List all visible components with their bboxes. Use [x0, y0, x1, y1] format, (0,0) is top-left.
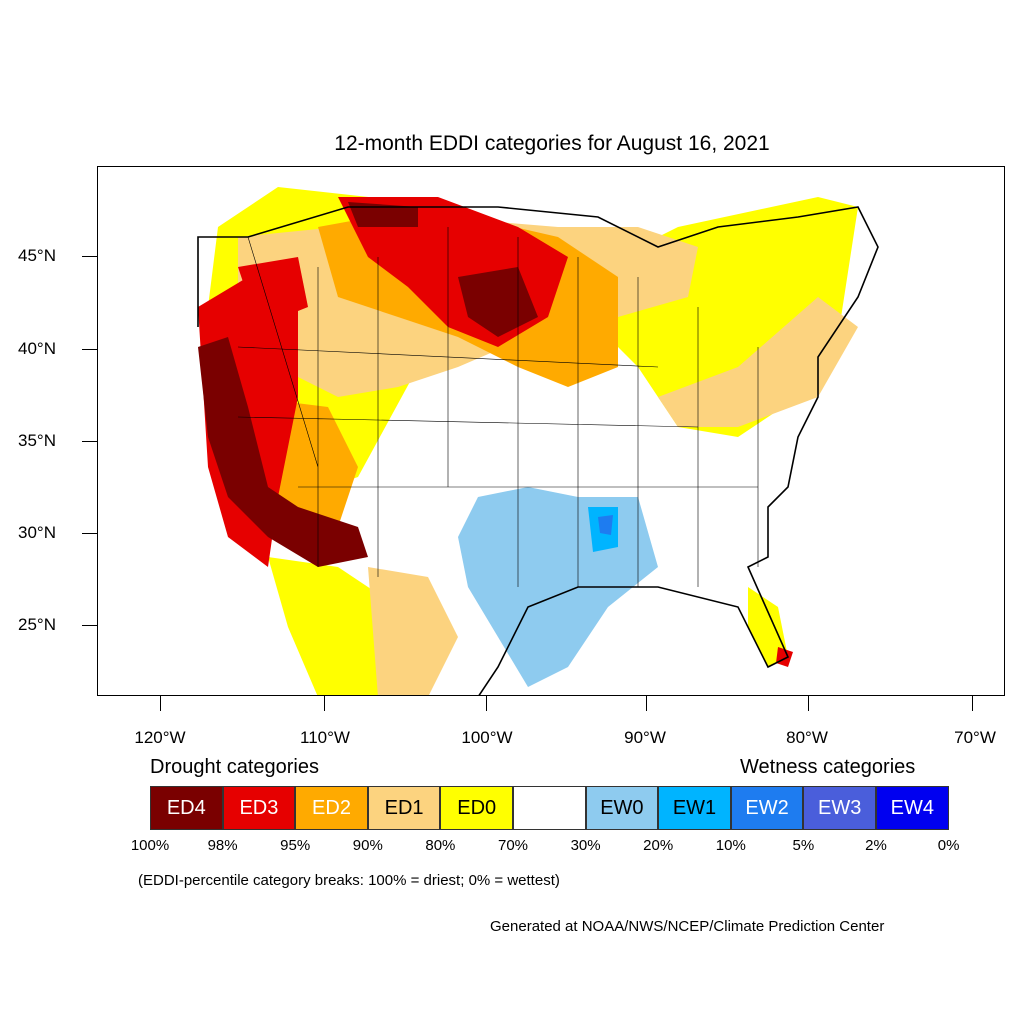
legend-swatch-normal: [513, 786, 586, 830]
legend-swatch-ed3: ED3: [222, 786, 296, 830]
legend-swatch-ew1: EW1: [658, 786, 731, 830]
credit-line: Generated at NOAA/NWS/NCEP/Climate Predi…: [490, 918, 885, 935]
legend-break-label: 98%: [207, 837, 238, 854]
category-note: (EDDI-percentile category breaks: 100% =…: [138, 872, 560, 889]
map-panel: [97, 166, 1005, 696]
legend-swatch-ew2: EW2: [730, 786, 804, 830]
drought-legend-title: Drought categories: [150, 756, 319, 778]
ed1-region-mexico: [368, 567, 458, 695]
lon-label-70: 70°W: [954, 728, 996, 747]
ew2-region-arkansas: [598, 515, 613, 535]
legend-swatch-ew0: EW0: [585, 786, 659, 830]
lon-tick-70: [972, 696, 973, 711]
legend-break-label: 80%: [425, 837, 456, 854]
legend-break-label: 2%: [865, 837, 887, 854]
legend-swatch-ew3: EW3: [803, 786, 876, 830]
state-borders: [237, 227, 759, 587]
lon-tick-100: [486, 696, 487, 711]
lon-label-120: 120°W: [134, 728, 186, 747]
lon-label-80: 80°W: [786, 728, 828, 747]
map-title: 12-month EDDI categories for August 16, …: [334, 132, 770, 155]
lon-tick-90: [646, 696, 647, 711]
ed3-region-florida: [776, 647, 793, 667]
legend-swatch-ew4: EW4: [876, 786, 949, 830]
lon-label-110: 110°W: [300, 728, 350, 747]
lat-tick-40: [82, 349, 97, 350]
lat-tick-45: [82, 256, 97, 257]
lon-tick-80: [808, 696, 809, 711]
lat-tick-30: [82, 533, 97, 534]
legend-swatch-ed1: ED1: [367, 786, 441, 830]
lon-tick-120: [160, 696, 161, 711]
legend-swatch-ed4: ED4: [150, 786, 223, 830]
lon-label-100: 100°W: [461, 728, 513, 747]
legend-swatch-ed0: ED0: [440, 786, 513, 830]
coastline-outline: [197, 206, 879, 695]
lat-tick-35: [82, 441, 97, 442]
lat-label-45: 45°N: [18, 246, 56, 265]
ed3-region-northwest: [238, 257, 308, 327]
eddi-map: [197, 187, 879, 695]
legend-break-label: 5%: [792, 837, 815, 854]
lat-label-35: 35°N: [18, 431, 56, 450]
lat-label-30: 30°N: [18, 523, 56, 542]
lon-tick-110: [324, 696, 325, 711]
legend-break-label: 95%: [280, 837, 311, 854]
legend-break-label: 30%: [570, 837, 601, 854]
legend-break-label: 70%: [497, 837, 529, 854]
legend-break-label: 90%: [352, 837, 383, 854]
legend-swatch-ed2: ED2: [295, 786, 368, 830]
ed4-region-montana: [348, 202, 418, 227]
legend-break-label: 20%: [643, 837, 674, 854]
legend-break-label: 10%: [715, 837, 746, 854]
legend-break-label: 0%: [937, 837, 960, 854]
legend-break-label: 100%: [130, 837, 170, 854]
lat-label-25: 25°N: [18, 615, 56, 634]
wetness-legend-title: Wetness categories: [740, 756, 916, 778]
lon-label-90: 90°W: [624, 728, 666, 747]
lat-tick-25: [82, 625, 97, 626]
ed4-region-california: [198, 337, 368, 567]
lat-label-40: 40°N: [18, 339, 56, 358]
